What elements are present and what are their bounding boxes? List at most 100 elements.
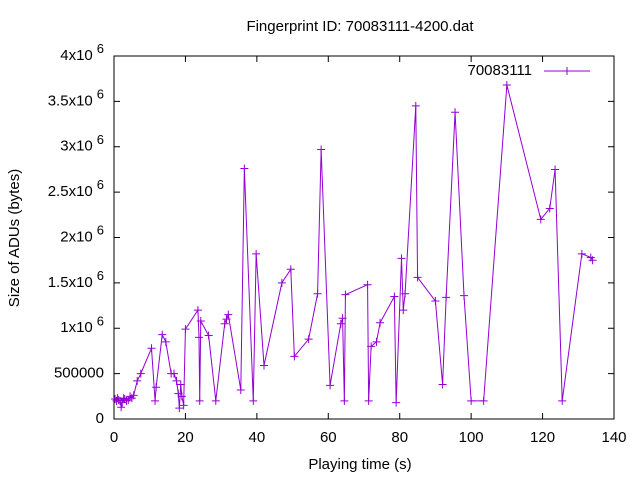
point-marker — [277, 278, 286, 287]
point-marker — [161, 337, 170, 346]
y-tick-label: 2x10 6 — [60, 223, 104, 246]
point-marker — [211, 396, 220, 405]
y-tick-exponent: 6 — [97, 132, 104, 147]
point-marker — [236, 385, 245, 394]
point-marker — [195, 396, 204, 405]
y-tick-label: 1x10 6 — [60, 314, 104, 337]
point-marker — [438, 380, 447, 389]
point-marker — [181, 325, 190, 334]
y-tick-exponent: 6 — [97, 178, 104, 193]
x-tick-label: 0 — [110, 429, 118, 446]
point-marker — [413, 273, 422, 282]
point-marker — [260, 361, 268, 370]
point-marker — [170, 369, 178, 378]
point-marker — [175, 404, 184, 413]
x-tick-label: 140 — [601, 429, 626, 446]
x-tick-label: 20 — [177, 429, 194, 446]
y-tick-exponent: 6 — [97, 314, 104, 329]
point-marker — [196, 316, 205, 325]
point-marker — [399, 306, 408, 315]
point-marker — [451, 108, 460, 117]
point-marker — [397, 254, 406, 263]
point-marker — [179, 401, 188, 410]
point-marker — [222, 315, 231, 324]
point-marker — [479, 396, 488, 405]
point-marker — [172, 376, 181, 385]
point-marker — [363, 280, 372, 289]
point-marker — [249, 396, 258, 405]
point-marker — [158, 330, 167, 339]
x-axis-label: Playing time (s) — [308, 456, 411, 473]
series-line — [114, 84, 593, 409]
point-marker — [401, 289, 410, 298]
point-marker — [126, 392, 135, 401]
point-marker — [340, 396, 349, 405]
y-tick-label: 500000 — [54, 365, 104, 382]
point-marker — [120, 395, 129, 404]
point-marker — [577, 249, 586, 258]
point-marker — [290, 352, 299, 361]
y-tick-label: 4x10 6 — [60, 41, 104, 64]
point-marker — [390, 292, 399, 301]
point-marker — [224, 310, 233, 319]
point-marker — [151, 396, 160, 405]
point-marker — [442, 293, 451, 302]
point-marker — [502, 81, 511, 90]
chart-title: Fingerprint ID: 70083111-4200.dat — [246, 18, 474, 35]
point-marker — [133, 376, 142, 385]
point-marker — [467, 396, 476, 405]
point-marker — [252, 249, 261, 258]
point-marker — [124, 395, 133, 404]
point-marker — [341, 290, 350, 299]
x-tick-label: 120 — [530, 429, 555, 446]
y-tick-label: 3x10 6 — [60, 132, 104, 155]
point-marker — [364, 396, 373, 405]
point-marker — [152, 383, 161, 392]
y-tick-exponent: 6 — [97, 41, 104, 56]
point-marker — [326, 381, 335, 390]
point-marker — [313, 289, 322, 298]
point-marker — [558, 396, 567, 405]
point-marker — [460, 291, 468, 300]
point-marker — [411, 101, 420, 110]
point-marker — [220, 319, 229, 328]
point-marker — [588, 256, 597, 265]
y-axis-label: Size of ADUs (bytes) — [6, 169, 23, 307]
point-marker — [193, 306, 202, 315]
y-tick-exponent: 6 — [97, 87, 104, 102]
point-marker — [317, 145, 326, 154]
point-marker — [336, 319, 345, 328]
legend-marker — [563, 67, 571, 75]
y-tick-label: 3.5x10 6 — [48, 87, 104, 110]
point-marker — [147, 344, 156, 353]
point-marker — [372, 337, 381, 346]
y-tick-exponent: 6 — [97, 268, 104, 283]
point-marker — [177, 392, 186, 401]
point-marker — [176, 380, 185, 389]
point-marker — [195, 333, 203, 342]
point-marker — [304, 335, 313, 344]
y-tick-label: 2.5x10 6 — [48, 178, 104, 201]
x-tick-label: 80 — [391, 429, 408, 446]
point-marker — [367, 342, 376, 351]
point-marker — [240, 164, 249, 173]
point-marker — [286, 265, 295, 274]
point-marker — [392, 398, 401, 407]
y-tick-exponent: 6 — [97, 223, 104, 238]
y-tick-label: 0 — [96, 410, 104, 427]
point-marker — [431, 297, 440, 306]
legend-label: 70083111 — [467, 62, 532, 79]
point-marker — [136, 369, 145, 378]
point-marker — [129, 391, 138, 400]
point-marker — [545, 204, 554, 213]
point-marker — [204, 331, 213, 340]
plot-frame — [113, 55, 615, 420]
y-tick-label: 1.5x10 6 — [48, 268, 104, 291]
x-tick-label: 60 — [320, 429, 337, 446]
point-marker — [117, 403, 126, 412]
x-tick-label: 40 — [249, 429, 266, 446]
point-marker — [376, 318, 385, 327]
point-marker — [536, 215, 545, 224]
